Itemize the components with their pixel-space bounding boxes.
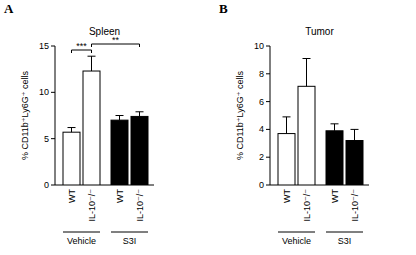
error-bar [68, 128, 76, 133]
significance-label: *** [76, 41, 87, 51]
y-tick [266, 73, 270, 74]
y-tick [51, 185, 55, 186]
y-tick-label: 0 [44, 180, 49, 190]
x-tick-label: IL-10⁻/⁻ [302, 189, 312, 222]
group-line [326, 232, 363, 233]
error-bar [331, 124, 339, 131]
error-bar [88, 56, 96, 71]
bar [63, 132, 80, 185]
error-cap [116, 115, 124, 116]
bar [326, 131, 343, 185]
error-bar [351, 129, 359, 140]
error-stem [119, 116, 120, 121]
chart-title: Tumor [305, 26, 334, 37]
y-tick-label: 4 [259, 124, 264, 134]
chart: B Tumor % CD11b⁺Ly6G⁺ cells 0 2 4 6 8 10 WT IL-10⁻… [219, 1, 369, 246]
error-stem [139, 112, 140, 117]
error-cap [351, 129, 359, 130]
error-stem [354, 129, 355, 140]
y-tick [266, 46, 270, 47]
y-axis-label: % CD11b⁺Ly6G⁺ cells [235, 70, 245, 160]
chart: ASpleen% CD11b⁺Ly6G⁺ cells051015WTIL-10⁻… [4, 1, 154, 246]
error-bar [136, 112, 144, 117]
bar [298, 86, 315, 185]
marks [278, 59, 363, 185]
group-label: Vehicle [67, 236, 96, 246]
bar [278, 134, 295, 185]
group-label: S3I [123, 236, 137, 246]
error-cap [331, 123, 339, 124]
panel-label: A [4, 1, 14, 16]
y-tick [51, 138, 55, 139]
error-stem [91, 56, 92, 71]
y-tick [266, 157, 270, 158]
group-line [278, 232, 315, 233]
error-cap [88, 56, 96, 57]
bar [83, 71, 100, 185]
significance-label: ** [112, 35, 120, 45]
y-tick-label: 8 [259, 69, 264, 79]
error-bar [283, 117, 291, 134]
error-cap [303, 58, 311, 59]
y-tick-label: 5 [44, 134, 49, 144]
marks [63, 56, 148, 185]
y-tick [266, 185, 270, 186]
group-label: Vehicle [282, 236, 311, 246]
error-bar [116, 116, 124, 121]
error-bar [303, 59, 311, 87]
x-tick-label: WT [115, 189, 125, 203]
error-stem [71, 128, 72, 133]
y-tick-label: 15 [39, 41, 49, 51]
y-tick-label: 2 [259, 152, 264, 162]
y-tick [266, 129, 270, 130]
group-label: S3I [338, 236, 352, 246]
panel-label: B [219, 1, 228, 16]
x-tick-label: IL-10⁻/⁻ [87, 189, 97, 222]
y-tick [51, 92, 55, 93]
y-axis [270, 46, 271, 185]
error-cap [136, 111, 144, 112]
y-axis [55, 46, 56, 185]
x-tick-label: WT [330, 189, 340, 203]
y-tick-label: 6 [259, 97, 264, 107]
y-tick [51, 46, 55, 47]
error-cap [283, 116, 291, 117]
error-cap [68, 127, 76, 128]
bar [111, 120, 128, 185]
x-tick-label: IL-10⁻/⁻ [350, 189, 360, 222]
y-tick-label: 10 [254, 41, 264, 51]
group-line [63, 232, 100, 233]
group-line [111, 232, 148, 233]
x-tick-label: WT [282, 189, 292, 203]
y-tick-label: 0 [259, 180, 264, 190]
figure: ASpleen% CD11b⁺Ly6G⁺ cells051015WTIL-10⁻… [0, 0, 416, 255]
bar [346, 141, 363, 185]
x-tick-label: WT [67, 189, 77, 203]
error-stem [334, 124, 335, 131]
x-tick-label: IL-10⁻/⁻ [135, 189, 145, 222]
y-tick-label: 10 [39, 87, 49, 97]
y-axis-label: % CD11b⁺Ly6G⁺ cells [20, 70, 30, 160]
error-stem [306, 59, 307, 87]
bar [131, 116, 148, 185]
error-stem [286, 117, 287, 134]
y-tick [266, 101, 270, 102]
